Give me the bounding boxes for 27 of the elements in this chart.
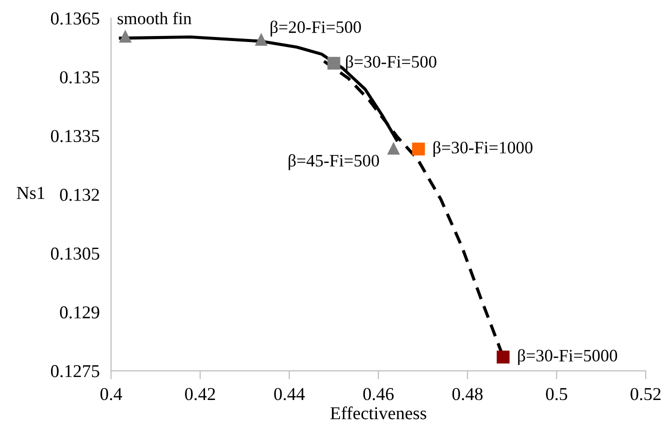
point	[118, 30, 132, 43]
y-axis-title: Ns1	[16, 186, 44, 199]
annotation: β=30-Fi=500	[346, 55, 436, 72]
annotation: β=45-Fi=500	[288, 154, 379, 170]
x-tick-label: 0.48	[452, 388, 483, 400]
x-tick-label: 0.46	[363, 388, 394, 400]
x-tick-label: 0.42	[185, 388, 215, 400]
y-tick-label: 0.132	[60, 188, 99, 201]
y-tick-label: 0.1365	[50, 12, 100, 25]
point	[254, 32, 268, 46]
x-tick-label: 0.44	[274, 388, 305, 400]
annotation: β=30-Fi=5000	[518, 349, 618, 366]
annotation: smooth fin	[118, 12, 192, 24]
y-tick-label: 0.135	[60, 71, 100, 84]
y-tick-label: 0.1275	[50, 365, 100, 378]
y-tick-label: 0.1335	[50, 130, 100, 142]
point	[496, 350, 510, 364]
y-tick-label: 0.129	[60, 306, 100, 319]
annotation: β=20-Fi=500	[270, 20, 361, 37]
point	[412, 142, 425, 156]
point	[387, 142, 400, 155]
x-tick-label: 0.4	[100, 388, 122, 400]
x-axis-title: Effectiveness	[330, 406, 426, 420]
x-tick-label: 0.5	[546, 388, 568, 400]
y-tick-label: 0.1305	[50, 248, 100, 260]
x-tick-label: 0.52	[630, 388, 661, 400]
annotation: β=30-Fi=1000	[433, 141, 532, 157]
